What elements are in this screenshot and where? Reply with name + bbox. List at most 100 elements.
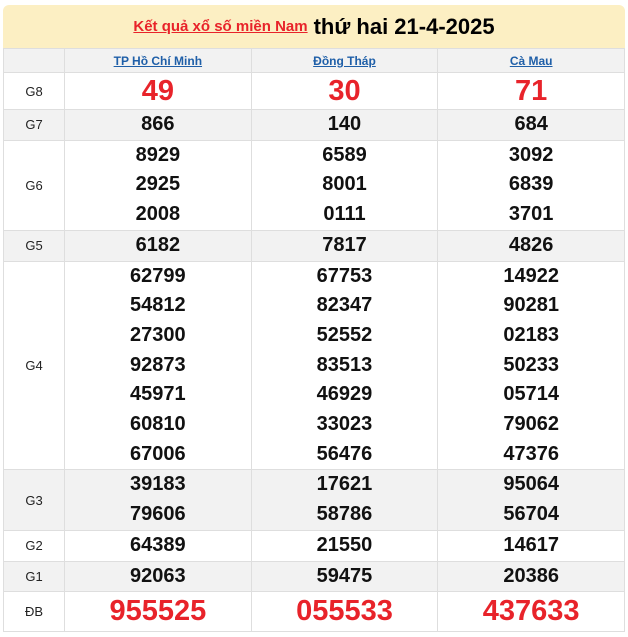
- prize-cell: 14617: [437, 529, 625, 562]
- prize-cell: 39183 79606: [64, 469, 252, 531]
- province-header: Đồng Tháp: [250, 48, 439, 73]
- prize-number: 90281: [503, 294, 559, 317]
- prize-cell: 67753 82347 52552 83513 46929 33023 56476: [250, 260, 439, 471]
- prize-number: 49: [141, 74, 174, 107]
- results-panel: Kết quả xổ số miền Nam thứ hai 21-4-2025…: [3, 5, 625, 633]
- prize-number: 58786: [316, 503, 373, 526]
- prize-number: 3701: [508, 203, 554, 226]
- prize-number: 92063: [130, 564, 186, 587]
- prize-number: 62799: [130, 264, 186, 287]
- prize-label: ĐB: [3, 591, 65, 633]
- prize-number: 79606: [130, 503, 186, 526]
- prize-row-G6: G6 8929 2925 2008 6589 8001 0111 3092 6839 3701: [3, 139, 625, 231]
- prize-cell: 59475: [250, 560, 439, 593]
- prize-cell: 92063: [64, 560, 252, 593]
- province-link[interactable]: Đồng Tháp: [313, 53, 376, 68]
- prize-number: 82347: [316, 294, 373, 317]
- prize-number: 60810: [130, 413, 186, 436]
- prize-number: 92873: [130, 353, 186, 376]
- prize-number: 055533: [296, 595, 393, 628]
- prize-label: G4: [3, 260, 65, 471]
- prize-row-G3: G3 39183 79606 17621 58786 95064 56704: [3, 469, 625, 531]
- prize-number: 45971: [130, 383, 186, 406]
- region-results-link[interactable]: Kết quả xổ số miền Nam: [133, 18, 308, 35]
- prize-number: 33023: [316, 413, 373, 436]
- prize-number: 83513: [316, 353, 373, 376]
- prize-number: 47376: [503, 442, 559, 465]
- prize-number: 50233: [503, 353, 559, 376]
- prize-cell: 055533: [250, 591, 439, 633]
- title-banner: Kết quả xổ số miền Nam thứ hai 21-4-2025: [3, 5, 625, 48]
- prize-cell: 17621 58786: [250, 469, 439, 531]
- prize-cell: 62799 54812 27300 92873 45971 60810 67006: [64, 260, 252, 471]
- prize-label: G3: [3, 469, 65, 531]
- prize-number: 6839: [508, 173, 554, 196]
- prize-number: 59475: [316, 564, 373, 587]
- prize-row-ĐB: ĐB 955525 055533 437633: [3, 591, 625, 633]
- prize-cell: 955525: [64, 591, 252, 633]
- prize-cell: 71: [437, 72, 625, 110]
- prize-cell: 4826: [437, 229, 625, 262]
- prize-cell: 3092 6839 3701: [437, 139, 625, 231]
- prize-number: 39183: [130, 473, 186, 496]
- prize-number: 8001: [322, 173, 367, 196]
- prize-cell: 14922 90281 02183 50233 05714 79062 47376: [437, 260, 625, 471]
- prize-cell: 8929 2925 2008: [64, 139, 252, 231]
- prize-row-G1: G1 92063 59475 20386: [3, 560, 625, 593]
- prize-cell: 64389: [64, 529, 252, 562]
- prize-number: 27300: [130, 323, 186, 346]
- prize-cell: 437633: [437, 591, 625, 633]
- prize-cell: 21550: [250, 529, 439, 562]
- prize-number: 21550: [316, 533, 373, 556]
- prize-number: 955525: [109, 595, 207, 628]
- prize-label: G2: [3, 529, 65, 562]
- prize-number: 140: [327, 113, 362, 135]
- prize-number: 20386: [503, 564, 559, 587]
- prize-number: 2925: [135, 173, 181, 196]
- province-link[interactable]: TP Hồ Chí Minh: [113, 53, 203, 68]
- prize-cell: 140: [250, 109, 439, 141]
- prize-label: G7: [3, 109, 65, 141]
- prize-label: G8: [3, 72, 65, 110]
- prize-label: G5: [3, 229, 65, 262]
- draw-date: thứ hai 21-4-2025: [313, 13, 495, 39]
- prize-row-G4: G4 62799 54812 27300 92873 45971 60810 67006 677…: [3, 260, 625, 471]
- prize-number: 2008: [135, 203, 181, 226]
- prize-number: 437633: [482, 595, 580, 628]
- prize-number: 64389: [130, 533, 186, 556]
- prize-number: 0111: [323, 203, 366, 226]
- prize-number: 17621: [316, 473, 373, 496]
- prize-number: 14617: [503, 533, 559, 556]
- province-header-row: TP Hồ Chí Minh Đồng Tháp Cà Mau: [3, 48, 625, 73]
- prize-cell: 30: [250, 72, 439, 110]
- prize-cell: 6182: [64, 229, 252, 262]
- prize-number: 14922: [503, 264, 559, 287]
- prize-cell: 684: [437, 109, 625, 141]
- prize-number: 67006: [130, 442, 186, 465]
- prize-number: 4826: [508, 233, 554, 256]
- prize-number: 71: [515, 74, 548, 107]
- prize-number: 6182: [135, 233, 181, 256]
- prize-number: 79062: [503, 413, 559, 436]
- prize-number: 866: [141, 113, 175, 135]
- prize-number: 30: [328, 74, 361, 107]
- prize-label: G1: [3, 560, 65, 593]
- prize-number: 8929: [135, 143, 181, 166]
- province-link[interactable]: Cà Mau: [509, 53, 553, 68]
- prize-number: 95064: [503, 473, 559, 496]
- prize-cell: 7817: [250, 229, 439, 262]
- prize-cell: 866: [64, 109, 252, 141]
- prize-number: 6589: [322, 143, 367, 166]
- prize-label: G6: [3, 139, 65, 231]
- prize-number: 67753: [316, 264, 373, 287]
- prize-row-G2: G2 64389 21550 14617: [3, 529, 625, 562]
- prize-cell: 49: [64, 72, 252, 110]
- prize-number: 02183: [503, 323, 559, 346]
- corner-cell: [3, 48, 65, 73]
- province-header: TP Hồ Chí Minh: [64, 48, 252, 73]
- prize-number: 54812: [130, 294, 186, 317]
- prize-row-G7: G7 866 140 684: [3, 109, 625, 141]
- prize-number: 05714: [503, 383, 559, 406]
- prize-number: 52552: [316, 323, 373, 346]
- prize-number: 684: [514, 113, 548, 135]
